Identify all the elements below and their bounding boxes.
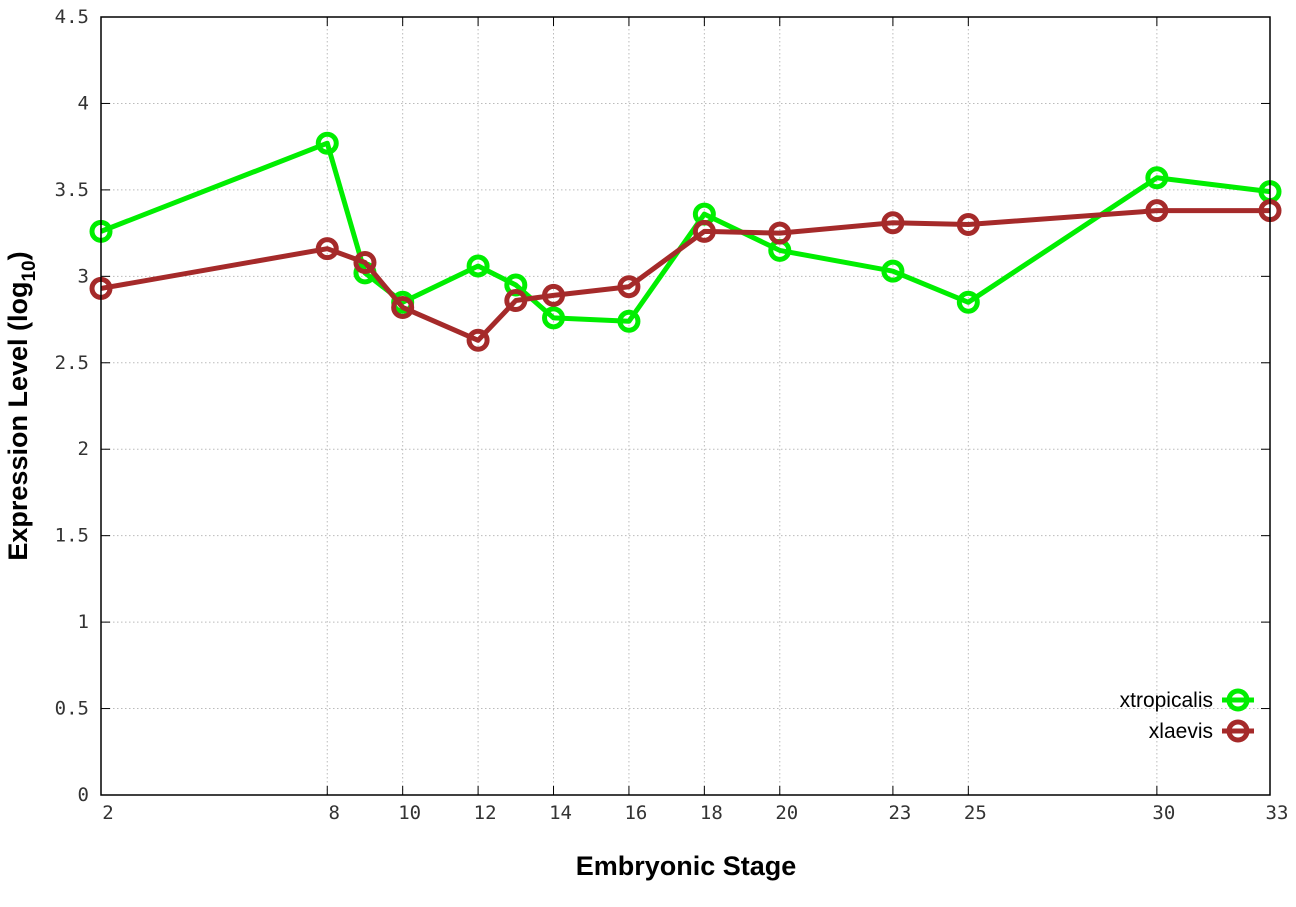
data-point	[542, 283, 566, 307]
x-axis-label: Embryonic Stage	[576, 851, 797, 881]
data-point	[617, 275, 641, 299]
data-point	[466, 254, 490, 278]
axis-ticks: 0 0.5 1 1.5 2 2.5 3 3.5 4 4.5 2 8 10 12 14 16 18 20 23 25 30…	[55, 6, 1289, 824]
data-point	[1145, 166, 1169, 190]
y-tick-label: 3.5	[55, 179, 89, 201]
data-point	[466, 328, 490, 352]
legend-marker	[1226, 719, 1250, 743]
series-line	[100, 208, 1270, 343]
x-tick-label: 16	[624, 802, 647, 824]
legend: xtropicalis xlaevis	[1120, 688, 1254, 743]
legend-label: xlaevis	[1149, 720, 1213, 743]
series-xlaevis	[89, 199, 1282, 352]
x-tick-label: 25	[964, 802, 987, 824]
y-tick-label: 1	[78, 611, 89, 633]
data-point	[353, 251, 377, 275]
x-tick-label: 30	[1152, 802, 1175, 824]
grid	[101, 17, 1270, 795]
plot-frame	[100, 16, 1271, 796]
x-tick-label: 14	[549, 802, 572, 824]
x-tick-label: 18	[700, 802, 723, 824]
x-tick-label: 33	[1266, 802, 1289, 824]
data-point	[881, 259, 905, 283]
data-point	[391, 295, 415, 319]
y-tick-label: 4.5	[55, 6, 89, 28]
x-tick-label: 12	[474, 802, 497, 824]
y-tick-label: 4	[78, 92, 89, 114]
x-tick-label: 8	[329, 802, 340, 824]
y-tick-label: 1.5	[55, 525, 89, 547]
data-point	[1145, 199, 1169, 223]
x-tick-label: 10	[398, 802, 421, 824]
data-point	[881, 211, 905, 235]
y-tick-label: 0.5	[55, 698, 89, 720]
data-point	[768, 221, 792, 245]
data-point	[315, 131, 339, 155]
data-point	[956, 290, 980, 314]
y-axis-label: Expression Level (log10)	[3, 251, 40, 560]
y-tick-label: 3	[78, 265, 89, 287]
x-tick-label: 20	[775, 802, 798, 824]
data-point	[692, 219, 716, 243]
x-tick-label: 23	[888, 802, 911, 824]
series-xtropicalis	[89, 131, 1282, 333]
data-point	[617, 309, 641, 333]
y-tick-label: 0	[78, 784, 89, 806]
data-point	[956, 212, 980, 236]
series-group	[89, 131, 1282, 352]
legend-marker	[1226, 688, 1250, 712]
x-tick-label: 2	[102, 802, 113, 824]
data-point	[504, 289, 528, 313]
y-tick-label: 2.5	[55, 352, 89, 374]
legend-label: xtropicalis	[1120, 689, 1213, 712]
data-point	[542, 306, 566, 330]
data-point	[315, 237, 339, 261]
series-line	[100, 140, 1271, 324]
y-tick-label: 2	[78, 438, 89, 460]
